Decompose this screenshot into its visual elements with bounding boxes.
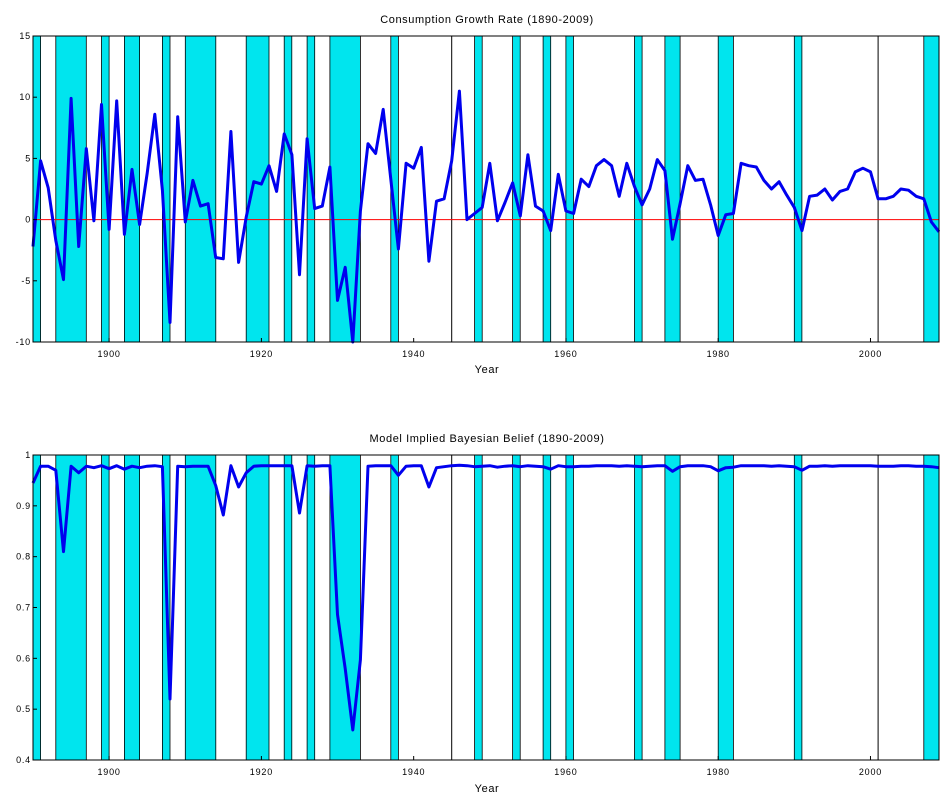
series-line bbox=[31, 463, 940, 732]
series-line bbox=[31, 89, 940, 344]
y-tick-label: 0.7 bbox=[16, 603, 31, 613]
recession-band bbox=[283, 454, 293, 761]
x-tick-label: 1920 bbox=[250, 349, 273, 359]
x-tick-label: 1940 bbox=[402, 349, 425, 359]
recession-band bbox=[565, 35, 574, 343]
year-markers bbox=[451, 36, 879, 342]
recession-band bbox=[474, 454, 483, 761]
recession-band bbox=[923, 454, 940, 761]
recession-band bbox=[923, 35, 940, 343]
recession-bands bbox=[32, 454, 940, 761]
x-tick-label: 1940 bbox=[402, 767, 425, 777]
recession-band bbox=[634, 454, 643, 761]
y-tick-label: 0.5 bbox=[16, 704, 31, 714]
x-tick-label: 1960 bbox=[554, 349, 577, 359]
x-tick-label: 2000 bbox=[859, 767, 882, 777]
x-tick-label: 1980 bbox=[707, 767, 730, 777]
axes-frame bbox=[32, 35, 940, 343]
recession-band bbox=[283, 35, 293, 343]
x-tick-labels: 1900 1920 1940 1960 1980 2000 bbox=[97, 338, 882, 359]
y-tick-label: 0.8 bbox=[16, 552, 31, 562]
x-tick-label: 1900 bbox=[97, 767, 120, 777]
y-tick-label: 10 bbox=[19, 92, 31, 102]
bayesian-belief-chart: Model Implied Bayesian Belief (1890-2009… bbox=[16, 433, 940, 795]
y-tick-label: -10 bbox=[16, 337, 31, 347]
recession-band bbox=[245, 454, 270, 761]
recession-band bbox=[101, 454, 110, 761]
recession-band bbox=[55, 454, 87, 761]
x-axis-label: Year bbox=[475, 783, 500, 795]
chart-title: Model Implied Bayesian Belief (1890-2009… bbox=[370, 433, 605, 445]
recession-band bbox=[664, 454, 681, 761]
y-tick-label: 0.6 bbox=[16, 653, 31, 663]
recession-band bbox=[474, 35, 483, 343]
recession-band bbox=[124, 454, 141, 761]
recession-band bbox=[124, 35, 141, 343]
y-tick-label: 5 bbox=[25, 153, 31, 163]
y-tick-label: 0.9 bbox=[16, 501, 31, 511]
recession-band bbox=[565, 454, 574, 761]
consumption-growth-chart: Consumption Growth Rate (1890-2009) 1900… bbox=[16, 14, 940, 376]
y-tick-labels: 1 0.9 0.8 0.7 0.6 0.5 0.4 bbox=[16, 450, 37, 765]
y-tick-label: 1 bbox=[25, 450, 31, 460]
x-tick-label: 1980 bbox=[707, 349, 730, 359]
recession-band bbox=[184, 454, 217, 761]
y-tick-label: 0 bbox=[25, 215, 31, 225]
recession-band bbox=[55, 35, 87, 343]
x-tick-label: 1900 bbox=[97, 349, 120, 359]
x-tick-label: 1960 bbox=[554, 767, 577, 777]
year-markers bbox=[451, 455, 879, 760]
recession-band bbox=[717, 35, 734, 343]
recession-band bbox=[390, 454, 399, 761]
recession-band bbox=[245, 35, 270, 343]
chart-title: Consumption Growth Rate (1890-2009) bbox=[380, 14, 594, 26]
x-axis-label: Year bbox=[475, 364, 500, 376]
y-tick-label: -5 bbox=[21, 276, 31, 286]
recession-band bbox=[512, 454, 521, 761]
x-tick-labels: 1900 1920 1940 1960 1980 2000 bbox=[97, 756, 882, 777]
y-tick-label: 15 bbox=[19, 31, 31, 41]
y-tick-labels: 15 10 5 0 -5 -10 bbox=[16, 31, 37, 347]
x-tick-label: 2000 bbox=[859, 349, 882, 359]
recession-band bbox=[793, 35, 803, 343]
x-tick-label: 1920 bbox=[250, 767, 273, 777]
recession-band bbox=[793, 454, 803, 761]
recession-band bbox=[717, 454, 734, 761]
y-tick-label: 0.4 bbox=[16, 755, 31, 765]
recession-band bbox=[542, 454, 552, 761]
recession-band bbox=[306, 454, 316, 761]
recession-band bbox=[542, 35, 552, 343]
